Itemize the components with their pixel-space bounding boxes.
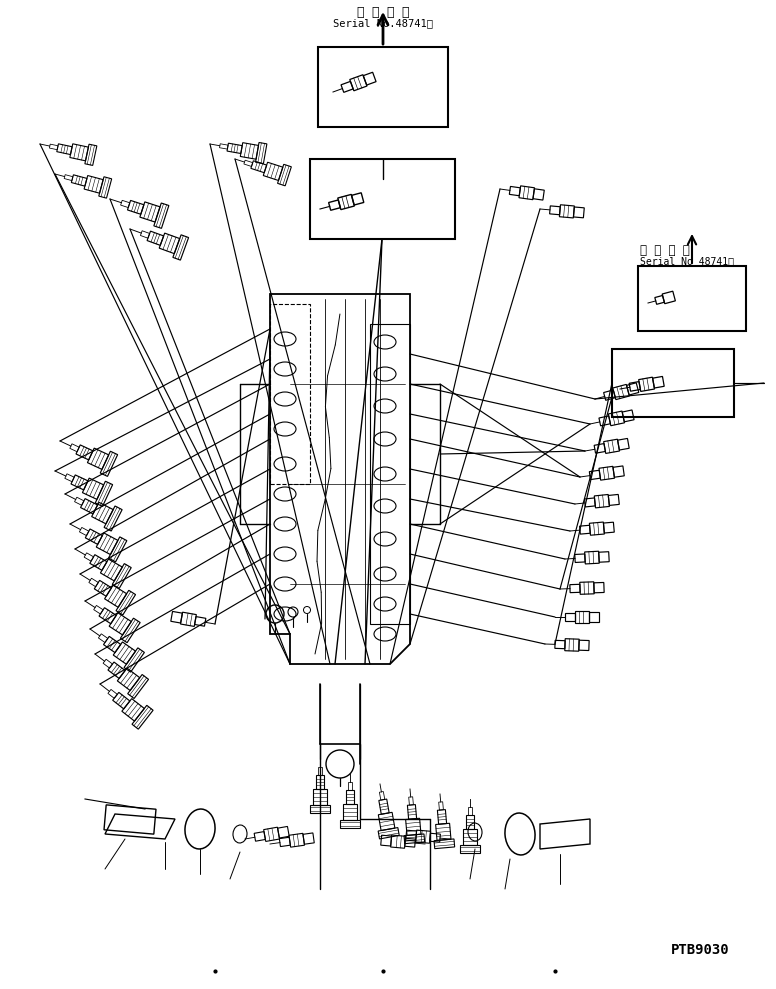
- Bar: [104, 805, 156, 834]
- Bar: [318, 47, 448, 127]
- Text: 適 用 号 機: 適 用 号 機: [640, 244, 690, 257]
- Bar: [638, 266, 746, 331]
- Bar: [612, 349, 734, 417]
- Bar: [310, 159, 455, 239]
- Text: Serial No 48741～: Serial No 48741～: [640, 256, 734, 266]
- Text: 適 用 号 機: 適 用 号 機: [357, 6, 409, 19]
- Text: Serial No.48741～: Serial No.48741～: [333, 18, 433, 28]
- Text: PTB9030: PTB9030: [671, 943, 730, 957]
